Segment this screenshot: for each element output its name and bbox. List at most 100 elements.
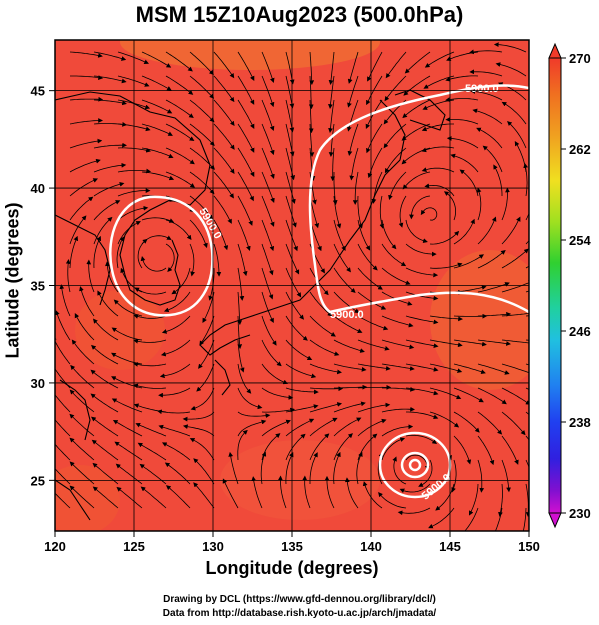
- streamline: [477, 459, 485, 493]
- streamline: [55, 419, 71, 437]
- streamline: [59, 284, 71, 317]
- streamline: [285, 452, 294, 485]
- streamline: [302, 475, 311, 509]
- streamline: [477, 363, 510, 375]
- streamline: [116, 486, 143, 509]
- streamline: [213, 99, 235, 127]
- x-tick-label: 140: [360, 539, 382, 554]
- streamline: [381, 339, 415, 350]
- x-tick-label: 145: [439, 539, 461, 554]
- streamline: [182, 424, 215, 437]
- colorbar-tick-label: 230: [569, 506, 591, 521]
- streamline: [421, 123, 454, 132]
- streamline: [405, 219, 428, 243]
- streamline: [405, 363, 439, 372]
- streamline: [261, 267, 274, 300]
- contour-label-center: 5900.0: [330, 309, 364, 321]
- streamline: [333, 267, 356, 294]
- streamline: [328, 123, 335, 157]
- streamline: [111, 398, 143, 413]
- streamline: [158, 424, 191, 437]
- streamline: [333, 363, 367, 372]
- streamline: [261, 419, 291, 437]
- streamline: [285, 219, 298, 252]
- streamline: [333, 195, 342, 229]
- streamline: [330, 147, 336, 182]
- streamline: [261, 123, 275, 156]
- streamline: [165, 99, 194, 119]
- streamline: [523, 163, 529, 197]
- streamline: [285, 171, 296, 205]
- streamline: [189, 99, 215, 123]
- streamline: [385, 51, 407, 79]
- streamline: [189, 438, 215, 461]
- streamline: [141, 171, 175, 181]
- streamline: [69, 485, 95, 509]
- streamline: [525, 459, 529, 469]
- streamline: [357, 402, 391, 413]
- y-tick-label: 35: [31, 279, 45, 294]
- streamline: [160, 339, 191, 357]
- streamline: [189, 219, 208, 249]
- streamline: [445, 117, 479, 125]
- streamline: [501, 363, 529, 376]
- streamline: [93, 162, 127, 173]
- streamline: [189, 171, 215, 195]
- streamline: [309, 291, 333, 317]
- y-tick-label: 30: [31, 376, 45, 391]
- streamline: [163, 291, 191, 313]
- streamline: [115, 463, 143, 485]
- streamline: [237, 243, 248, 277]
- x-tick-label: 130: [202, 539, 224, 554]
- streamline: [141, 99, 173, 114]
- streamline: [493, 164, 503, 196]
- streamline: [334, 384, 368, 390]
- streamline: [453, 285, 487, 293]
- streamline: [86, 259, 95, 293]
- streamline: [399, 483, 431, 493]
- streamline: [117, 205, 149, 221]
- streamline: [69, 215, 87, 245]
- streamline: [398, 195, 407, 228]
- streamline: [308, 75, 314, 110]
- streamline: [117, 188, 151, 197]
- streamline: [237, 195, 253, 226]
- streamline: [429, 315, 463, 322]
- streamline: [74, 313, 95, 341]
- streamline: [69, 158, 101, 173]
- streamline: [165, 485, 191, 509]
- streamline: [165, 147, 195, 165]
- colorbar-tick-label: 254: [569, 233, 591, 248]
- streamline: [357, 195, 363, 229]
- streamline: [453, 254, 484, 269]
- streamline: [477, 411, 503, 435]
- colorbar-tick-label: 246: [569, 324, 591, 339]
- streamline: [69, 413, 95, 437]
- streamline: [501, 313, 529, 317]
- streamline: [482, 145, 503, 173]
- streamline: [237, 411, 271, 419]
- streamline: [501, 248, 529, 269]
- streamline: [196, 363, 215, 392]
- streamline: [133, 383, 167, 389]
- streamline: [405, 387, 439, 396]
- streamline: [349, 147, 359, 181]
- streamline: [357, 243, 378, 271]
- streamline: [421, 146, 455, 153]
- streamline: [501, 101, 527, 125]
- streamline: [161, 442, 191, 461]
- streamline: [141, 75, 172, 91]
- streamline: [171, 267, 191, 295]
- streamline: [117, 75, 150, 87]
- streamline: [55, 310, 71, 341]
- streamline: [189, 75, 215, 99]
- streamline: [357, 291, 387, 310]
- streamline: [285, 387, 319, 395]
- streamline: [237, 363, 252, 394]
- streamline: [237, 429, 248, 461]
- figure-title: MSM 15Z10Aug2023 (500.0hPa): [135, 2, 464, 27]
- streamline: [93, 99, 127, 106]
- streamline: [381, 406, 415, 413]
- streamline: [237, 123, 255, 153]
- streamline: [424, 183, 455, 197]
